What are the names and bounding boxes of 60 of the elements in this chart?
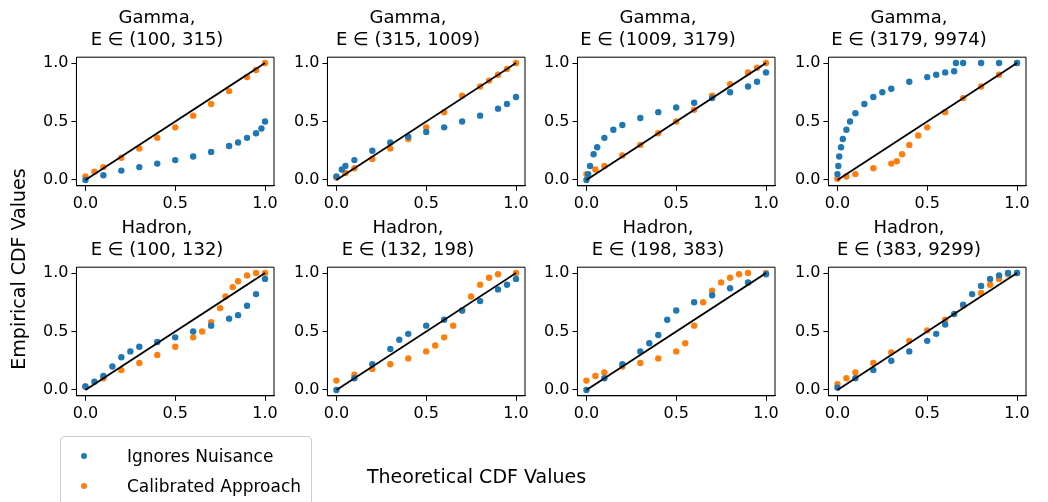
x-tick-label: 0.5	[413, 402, 439, 422]
x-tick-label: 0.0	[72, 402, 99, 422]
y-tick-label: 0.5	[293, 320, 319, 340]
y-tick-label: 1.0	[293, 262, 319, 282]
chart-title: Hadron, E ∈ (383, 9299)	[836, 216, 981, 260]
x-tick-label: 1.0	[502, 192, 529, 212]
x-tick-label: 1.0	[252, 192, 278, 212]
x-tick-label: 1.0	[252, 402, 278, 422]
y-tick-label: 1.0	[293, 52, 319, 72]
y-tick-label: 0.0	[794, 169, 820, 189]
y-tick-label: 0.0	[293, 379, 319, 399]
y-tick-label: 0.5	[42, 110, 69, 130]
chart-title: Gamma, E ∈ (100, 315)	[90, 6, 224, 50]
legend-label: Ignores Nuisance	[127, 446, 274, 466]
chart-title: Hadron, E ∈ (100, 132)	[90, 216, 224, 260]
x-tick-label: 1.0	[753, 402, 779, 422]
x-tick-label: 1.0	[753, 192, 779, 212]
y-tick-label: 0.5	[794, 320, 820, 340]
legend-label: Calibrated Approach	[127, 476, 302, 496]
x-tick-label: 0.5	[162, 192, 188, 212]
x-tick-label: 0.0	[824, 192, 850, 212]
y-tick-label: 1.0	[794, 262, 820, 282]
y-tick-label: 0.5	[42, 320, 69, 340]
x-tick-label: 0.5	[162, 402, 188, 422]
x-tick-label: 0.0	[323, 402, 349, 422]
y-tick-label: 1.0	[543, 262, 570, 282]
chart-title: Hadron, E ∈ (198, 383)	[591, 216, 725, 260]
x-tick-label: 1.0	[502, 402, 529, 422]
x-tick-label: 0.0	[323, 192, 349, 212]
y-tick-label: 0.0	[293, 169, 319, 189]
x-tick-label: 0.0	[72, 192, 99, 212]
y-tick-label: 1.0	[42, 52, 69, 72]
y-tick-label: 0.5	[293, 110, 319, 130]
x-tick-label: 0.0	[573, 402, 600, 422]
x-tick-label: 0.5	[914, 402, 940, 422]
x-tick-label: 0.5	[663, 402, 689, 422]
x-tick-label: 0.0	[824, 402, 850, 422]
x-axis-title: Theoretical CDF Values	[365, 465, 588, 487]
y-tick-label: 0.0	[42, 169, 69, 189]
chart-title: Gamma, E ∈ (315, 1009)	[335, 6, 480, 50]
y-tick-label: 0.0	[794, 379, 820, 399]
x-tick-label: 1.0	[1003, 402, 1030, 422]
y-tick-label: 0.5	[543, 320, 570, 340]
y-tick-label: 0.0	[543, 169, 570, 189]
x-tick-label: 0.5	[413, 192, 439, 212]
x-tick-label: 0.5	[663, 192, 689, 212]
y-tick-label: 0.0	[42, 379, 69, 399]
y-tick-label: 1.0	[794, 52, 820, 72]
chart-title: Gamma, E ∈ (3179, 9974)	[830, 6, 987, 50]
chart-title: Hadron, E ∈ (132, 198)	[341, 216, 474, 260]
y-tick-label: 1.0	[42, 262, 69, 282]
y-tick-label: 0.5	[543, 110, 570, 130]
y-tick-label: 1.0	[543, 52, 570, 72]
chart-title: Gamma, E ∈ (1009, 3179)	[580, 6, 736, 50]
x-tick-label: 1.0	[1003, 192, 1030, 212]
y-tick-label: 0.0	[543, 379, 570, 399]
x-tick-label: 0.0	[573, 192, 600, 212]
x-tick-label: 0.5	[914, 192, 940, 212]
y-axis-title: Empirical CDF Values	[7, 167, 29, 372]
y-tick-label: 0.5	[794, 110, 820, 130]
